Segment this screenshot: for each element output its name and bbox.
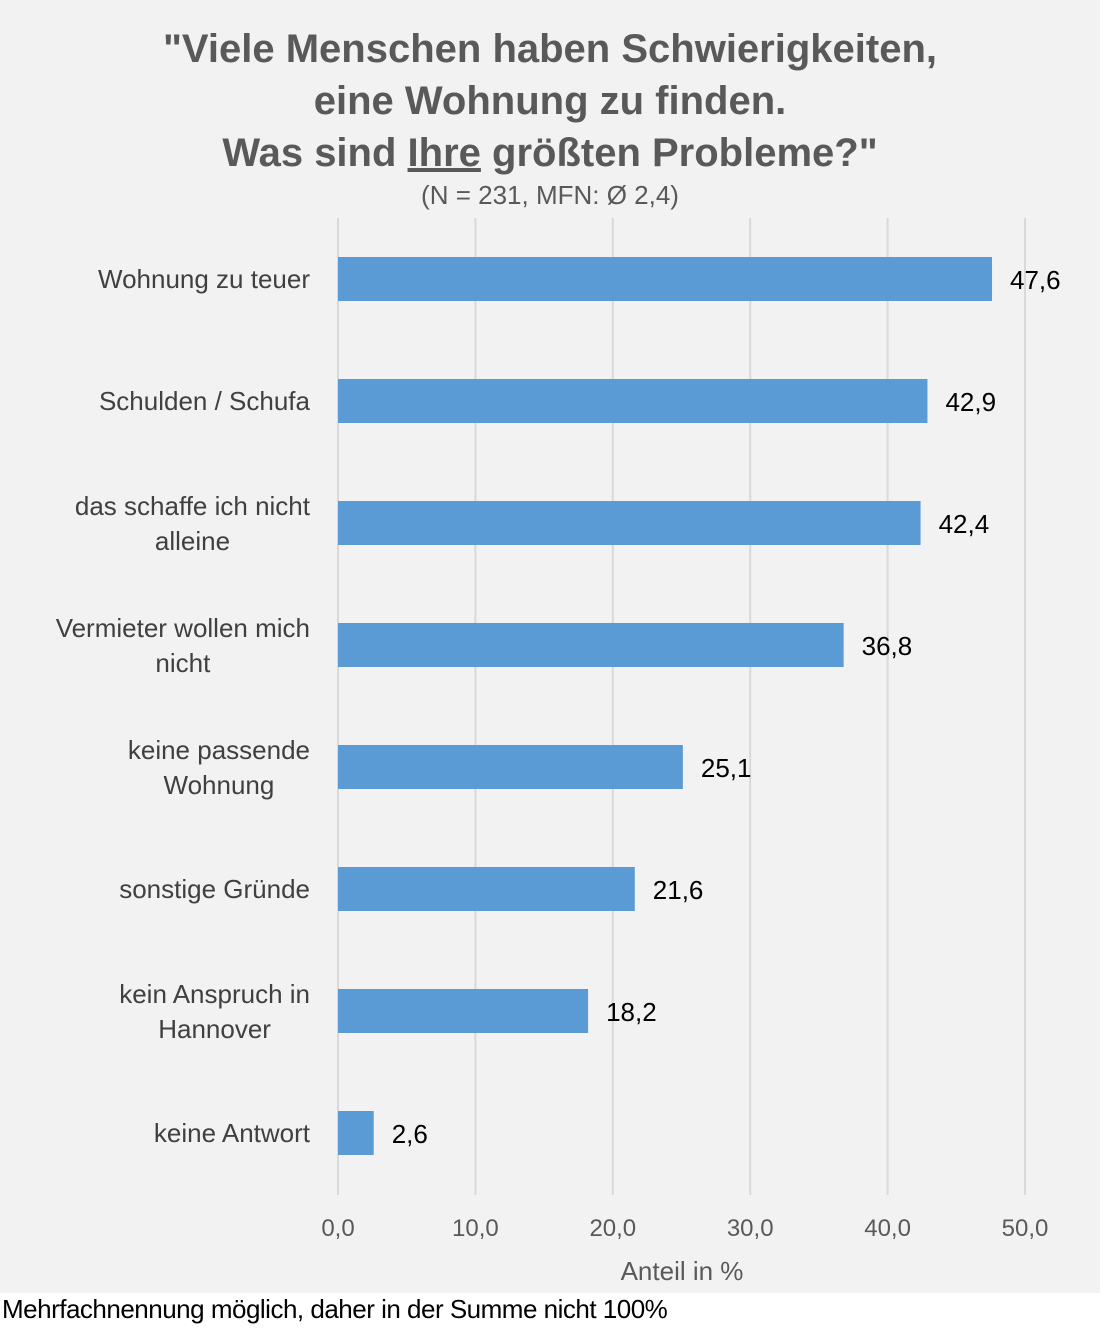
bar xyxy=(338,257,993,301)
data-label: 21,6 xyxy=(653,875,704,905)
title-emphasis: Ihre xyxy=(408,131,481,175)
x-tick-label: 50,0 xyxy=(1002,1215,1049,1242)
category-label: Vermieter wollen mich nicht xyxy=(56,613,310,678)
x-tick-label: 0,0 xyxy=(321,1215,354,1242)
x-tick-label: 20,0 xyxy=(589,1215,636,1242)
data-label: 42,4 xyxy=(939,509,990,539)
category-label: kein Anspruch in Hannover xyxy=(119,979,310,1044)
bar xyxy=(338,745,683,789)
category-label: keine passende Wohnung xyxy=(128,735,310,800)
chart-subtitle: (N = 231, MFN: Ø 2,4) xyxy=(421,180,679,210)
data-label: 36,8 xyxy=(862,631,913,661)
bar xyxy=(338,989,589,1033)
category-label: Schulden / Schufa xyxy=(99,386,311,416)
category-label: keine Antwort xyxy=(154,1118,311,1148)
bar xyxy=(338,1111,374,1155)
data-label: 2,6 xyxy=(392,1119,428,1149)
category-label-line: kein Anspruch in xyxy=(119,979,310,1009)
bar xyxy=(338,623,844,667)
x-axis-label: Anteil in % xyxy=(621,1256,744,1286)
category-label-line: Vermieter wollen mich xyxy=(56,613,310,643)
data-label: 42,9 xyxy=(945,387,996,417)
title-part: Was sind xyxy=(222,131,407,175)
category-label-line: alleine xyxy=(155,526,230,556)
category-label: Wohnung zu teuer xyxy=(98,264,310,294)
x-tick-label: 40,0 xyxy=(864,1215,911,1242)
category-label-line: Hannover xyxy=(158,1014,271,1044)
bar xyxy=(338,379,928,423)
x-tick-label: 30,0 xyxy=(727,1215,774,1242)
category-label: sonstige Gründe xyxy=(119,874,310,904)
footnote: Mehrfachnennung möglich, daher in der Su… xyxy=(2,1294,668,1324)
category-label-line: keine passende xyxy=(128,735,310,765)
title-line-1: "Viele Menschen haben Schwierigkeiten, xyxy=(163,27,937,71)
title-part: größten Probleme?" xyxy=(481,131,878,175)
category-label: das schaffe ich nicht alleine xyxy=(75,491,311,556)
data-label: 47,6 xyxy=(1010,265,1061,295)
title-line-3: Was sind Ihre größten Probleme?" xyxy=(222,131,877,175)
x-tick-label: 10,0 xyxy=(452,1215,499,1242)
data-label: 18,2 xyxy=(606,997,657,1027)
chart-title: "Viele Menschen haben Schwierigkeiten, e… xyxy=(163,27,937,175)
title-line-2: eine Wohnung zu finden. xyxy=(314,79,787,123)
category-label-line: nicht xyxy=(155,648,211,678)
category-label-line: das schaffe ich nicht xyxy=(75,491,311,521)
category-label-line: Wohnung xyxy=(164,770,275,800)
data-label: 25,1 xyxy=(701,753,752,783)
bar xyxy=(338,501,921,545)
bar xyxy=(338,867,635,911)
